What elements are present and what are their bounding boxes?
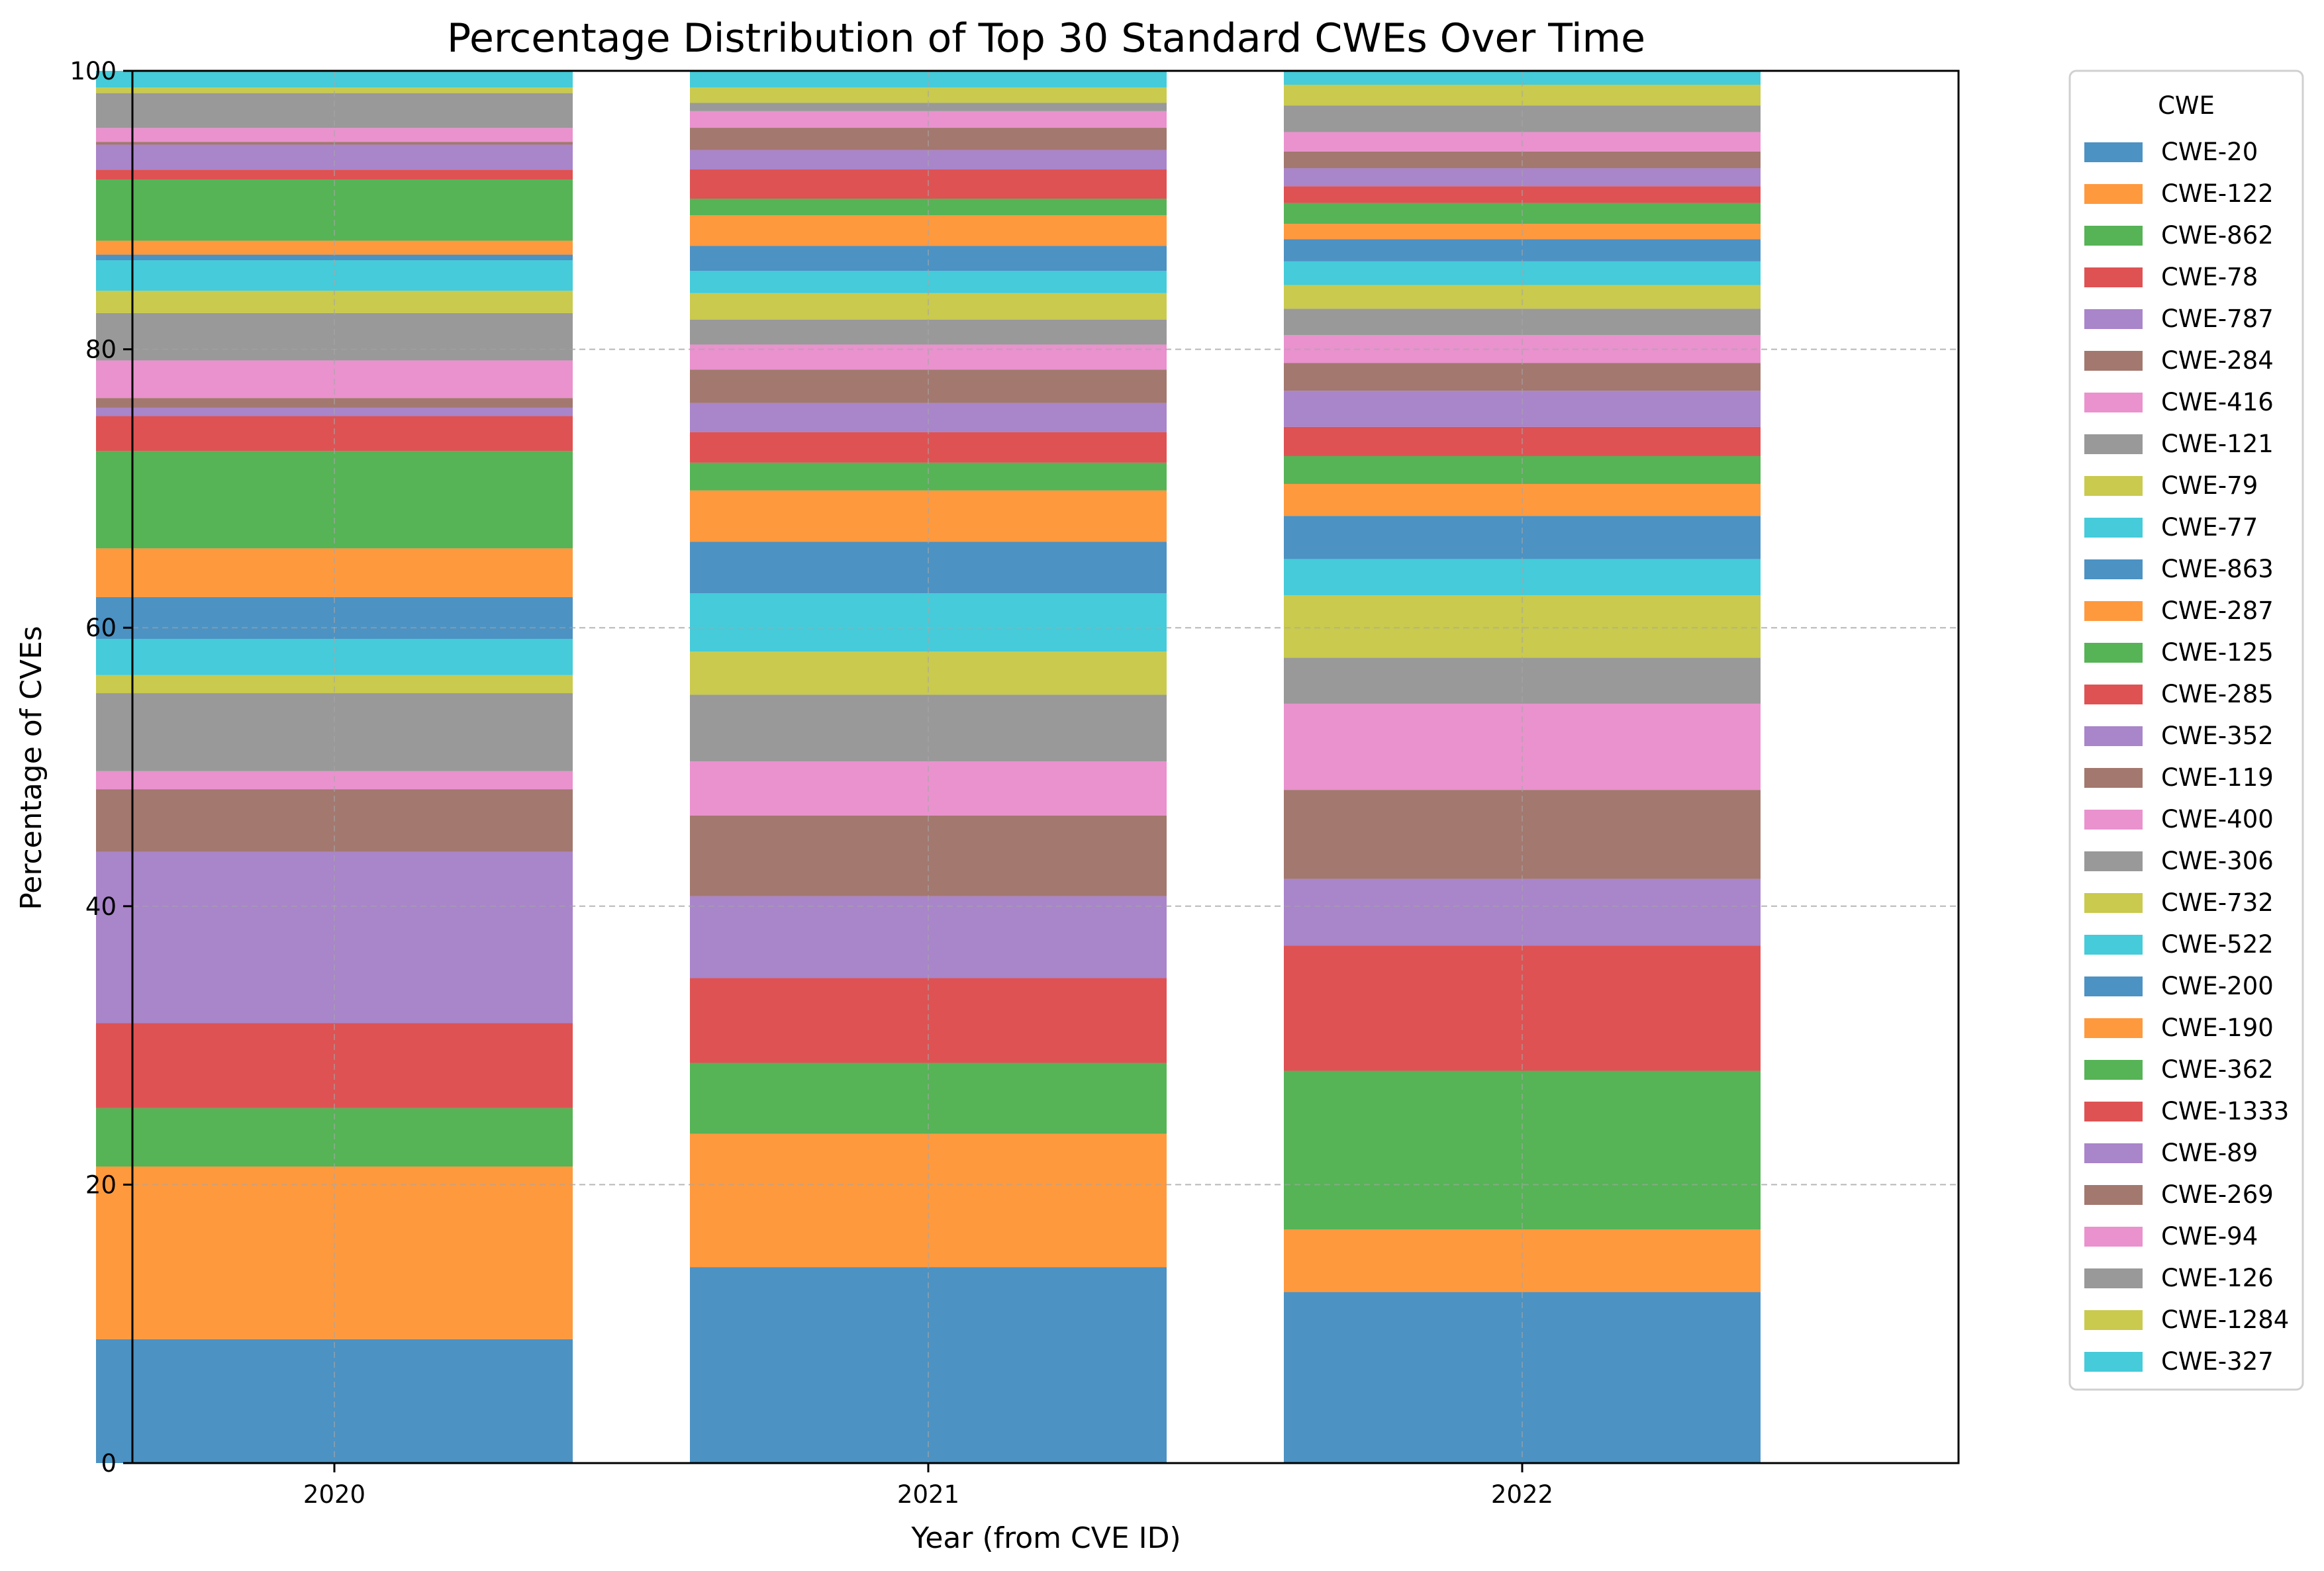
bar-segment-cwe-119-2022 — [1284, 363, 1761, 391]
legend-swatch — [2084, 1143, 2143, 1163]
legend-swatch — [2084, 1310, 2143, 1330]
legend-item-label: CWE-306 — [2161, 847, 2274, 875]
y-tick-label: 80 — [85, 336, 117, 364]
y-tick-label: 20 — [85, 1170, 117, 1199]
legend-item-label: CWE-269 — [2161, 1180, 2274, 1209]
y-tick-label: 100 — [70, 57, 117, 85]
legend-item-label: CWE-78 — [2161, 263, 2258, 291]
legend-swatch — [2084, 1227, 2143, 1247]
bar-segment-cwe-119-2021 — [690, 369, 1167, 403]
legend-item-label: CWE-863 — [2161, 555, 2274, 583]
legend-swatch — [2084, 267, 2143, 287]
bar-segment-cwe-190-2020 — [96, 240, 573, 255]
legend-item-label: CWE-787 — [2161, 305, 2274, 333]
legend-item-label: CWE-1333 — [2161, 1097, 2289, 1125]
legend-item-label: CWE-362 — [2161, 1055, 2274, 1084]
legend-swatch — [2084, 1060, 2143, 1080]
legend-item-label: CWE-79 — [2161, 471, 2258, 500]
legend-swatch — [2084, 559, 2143, 579]
legend-item-label: CWE-522 — [2161, 930, 2274, 959]
legend-item-label: CWE-352 — [2161, 722, 2274, 750]
bar-segment-cwe-125-2021 — [690, 462, 1167, 491]
legend-item-label: CWE-20 — [2161, 138, 2258, 166]
bar-segment-cwe-284-2022 — [1284, 790, 1761, 879]
legend-swatch — [2084, 1352, 2143, 1372]
legend-swatch — [2084, 184, 2143, 204]
legend-swatch — [2084, 976, 2143, 996]
bar-segment-cwe-352-2021 — [690, 403, 1167, 432]
legend-swatch — [2084, 1185, 2143, 1205]
bar-segment-cwe-285-2021 — [690, 432, 1167, 463]
legend-swatch — [2084, 1102, 2143, 1121]
legend-item-label: CWE-89 — [2161, 1139, 2258, 1167]
legend-item-label: CWE-285 — [2161, 680, 2274, 708]
legend-swatch — [2084, 476, 2143, 496]
y-tick-label: 0 — [101, 1449, 117, 1478]
x-tick-label: 2021 — [897, 1480, 959, 1509]
bar-segment-cwe-400-2021 — [690, 344, 1167, 370]
legend-swatch — [2084, 810, 2143, 830]
legend-item-label: CWE-287 — [2161, 596, 2274, 625]
y-tick-label: 60 — [85, 614, 117, 642]
legend-swatch — [2084, 226, 2143, 246]
legend-item-label: CWE-400 — [2161, 805, 2274, 833]
legend: CWE CWE-20 CWE-122 CWE-862 CWE-78 CWE-787 CWE-… — [2068, 70, 2304, 1391]
legend-swatch — [2084, 935, 2143, 955]
legend-title: CWE — [2158, 91, 2215, 120]
legend-swatch — [2084, 1018, 2143, 1038]
legend-item-label: CWE-862 — [2161, 221, 2274, 250]
y-axis-label: Percentage of CVEs — [15, 626, 48, 910]
legend-item-label: CWE-77 — [2161, 513, 2258, 542]
legend-item-label: CWE-122 — [2161, 179, 2274, 208]
legend-item-label: CWE-327 — [2161, 1347, 2274, 1376]
bar-segment-cwe-732-2021 — [690, 293, 1167, 320]
legend-swatch — [2084, 393, 2143, 412]
chart-title: Percentage Distribution of Top 30 Standa… — [447, 15, 1645, 62]
x-axis-label: Year (from CVE ID) — [910, 1521, 1181, 1555]
legend-item-label: CWE-284 — [2161, 346, 2274, 375]
legend-swatch — [2084, 518, 2143, 538]
bar-segment-cwe-126-2022 — [1284, 105, 1761, 132]
bar-segment-cwe-1284-2020 — [96, 87, 573, 93]
legend-item-label: CWE-125 — [2161, 638, 2274, 667]
plot-frame — [131, 70, 1960, 1464]
bar-segment-cwe-327-2022 — [1284, 71, 1761, 85]
legend-swatch — [2084, 685, 2143, 704]
legend-swatch — [2084, 1268, 2143, 1288]
bar-segment-cwe-122-2022 — [1284, 1229, 1761, 1292]
legend-swatch — [2084, 768, 2143, 788]
legend-item-label: CWE-1284 — [2161, 1306, 2289, 1334]
bar-segment-cwe-200-2020 — [96, 254, 573, 261]
bar-segment-cwe-126-2021 — [690, 103, 1167, 111]
legend-item-label: CWE-732 — [2161, 888, 2274, 917]
legend-item-label: CWE-200 — [2161, 972, 2274, 1000]
legend-item-label: CWE-94 — [2161, 1222, 2258, 1251]
plot-area: 0 20 40 60 80 100 2020 2021 2022 — [70, 57, 1960, 1509]
legend-swatch — [2084, 893, 2143, 913]
legend-swatch — [2084, 309, 2143, 329]
legend-item-label: CWE-190 — [2161, 1014, 2274, 1042]
legend-item-label: CWE-126 — [2161, 1264, 2274, 1292]
legend-item-label: CWE-416 — [2161, 388, 2274, 416]
legend-swatch — [2084, 726, 2143, 746]
legend-item-label: CWE-121 — [2161, 430, 2274, 458]
legend-swatch — [2084, 142, 2143, 162]
legend-swatch — [2084, 601, 2143, 621]
legend-swatch — [2084, 434, 2143, 454]
legend-swatch — [2084, 643, 2143, 663]
legend-swatch — [2084, 851, 2143, 871]
bar-segment-cwe-78-2021 — [690, 978, 1167, 1063]
y-tick-label: 40 — [85, 892, 117, 921]
legend-item-label: CWE-119 — [2161, 763, 2274, 792]
x-tick-label: 2020 — [303, 1480, 365, 1509]
legend-swatch — [2084, 351, 2143, 371]
x-tick-label: 2022 — [1491, 1480, 1553, 1509]
